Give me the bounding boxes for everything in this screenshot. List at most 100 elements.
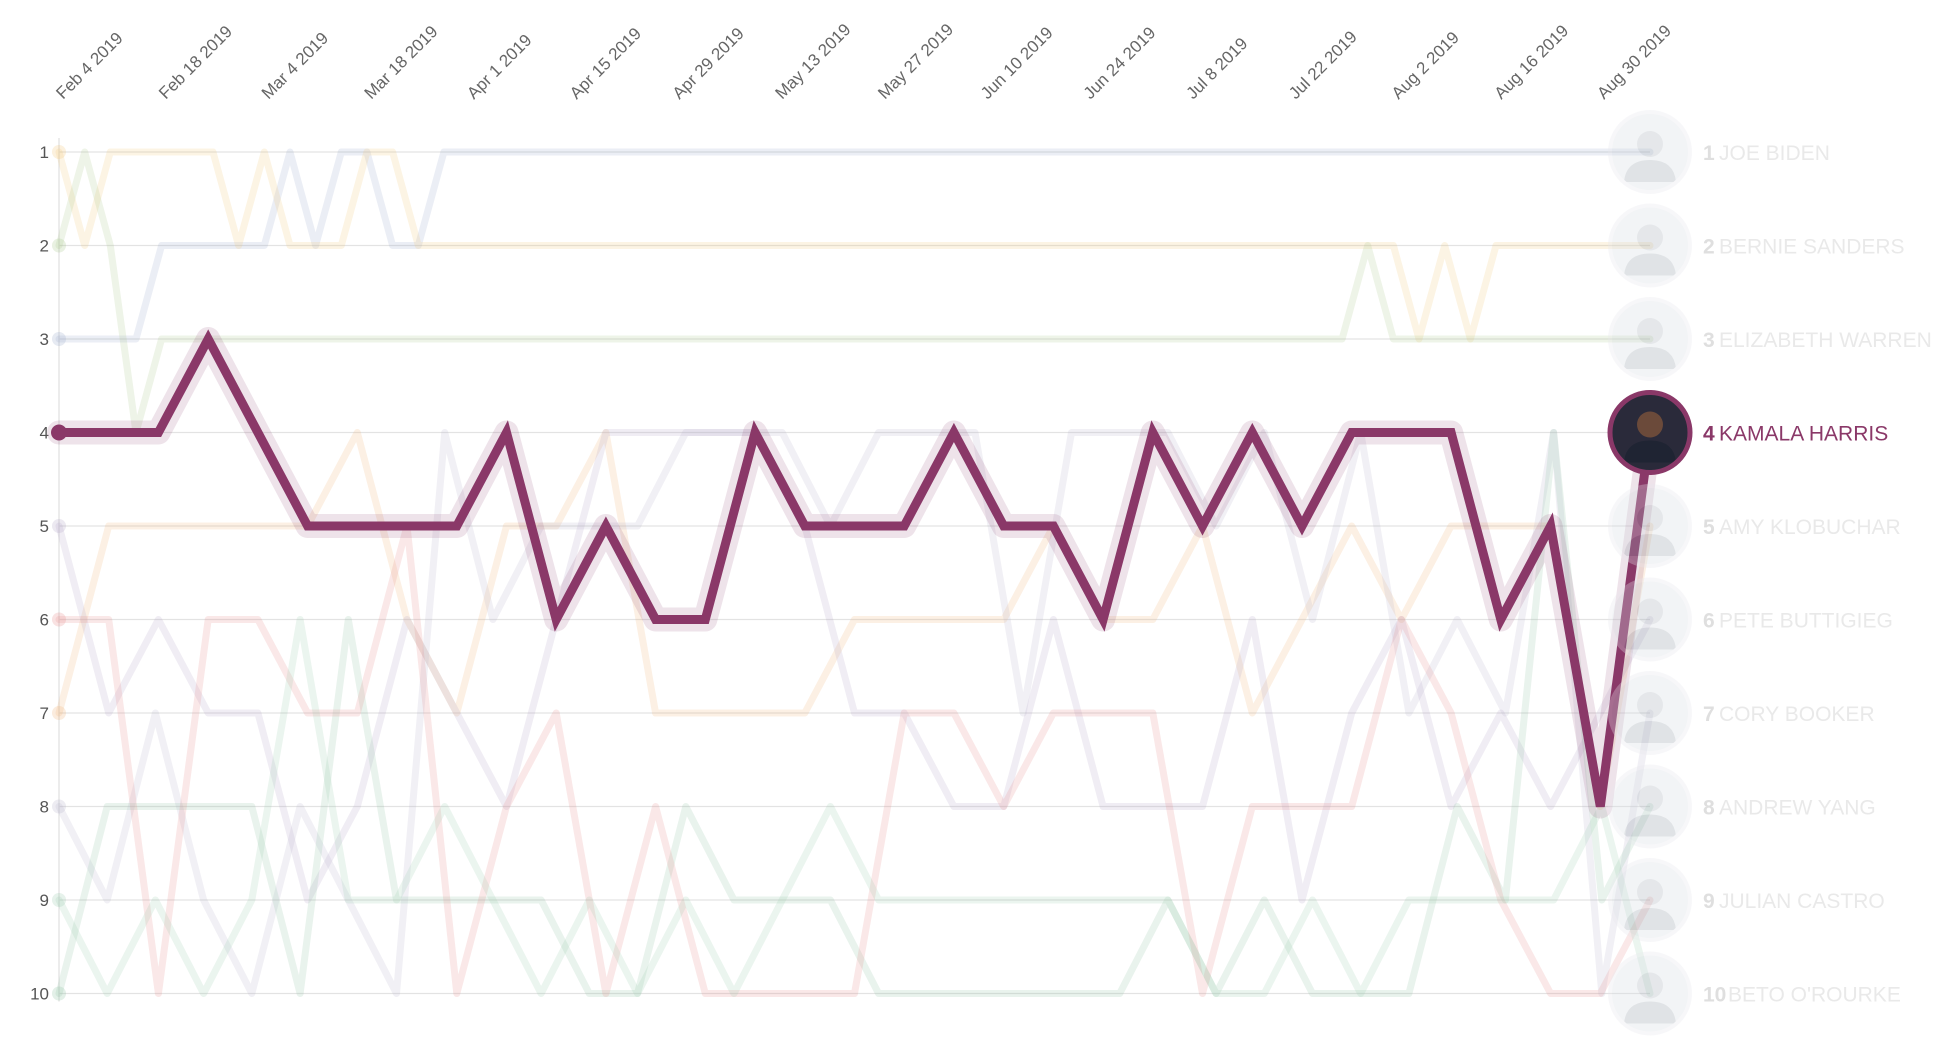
- x-tick-label: Aug 16 2019: [1491, 21, 1573, 103]
- y-tick-label: 8: [40, 798, 49, 817]
- series-line-pete-buttigieg[interactable]: [55, 429, 1654, 904]
- y-tick-label: 9: [40, 891, 49, 910]
- y-tick-label: 7: [40, 704, 49, 723]
- x-tick-label: May 13 2019: [772, 20, 855, 103]
- legend-name-elizabeth-warren[interactable]: ELIZABETH WARREN: [1719, 329, 1932, 352]
- x-tick-label: Mar 18 2019: [361, 22, 442, 103]
- avatar-head: [1637, 785, 1663, 812]
- avatar-body: [1624, 440, 1676, 463]
- legend-name-bernie-sanders[interactable]: BERNIE SANDERS: [1719, 236, 1905, 259]
- avatar-head: [1637, 131, 1663, 157]
- y-tick-label: 10: [30, 985, 49, 1004]
- avatar-frame: [1608, 297, 1692, 381]
- series-line-julian-castro[interactable]: [55, 522, 1654, 997]
- avatar-frame: [1608, 951, 1692, 1036]
- legend-name-cory-booker[interactable]: CORY BOOKER: [1719, 703, 1875, 726]
- avatar-julian-castro[interactable]: [1608, 858, 1692, 942]
- x-tick-label: Mar 4 2019: [258, 29, 332, 103]
- avatar-frame: [1608, 764, 1692, 849]
- series-start-dot-kamala-harris: [51, 424, 67, 441]
- x-tick-label: Aug 30 2019: [1593, 21, 1675, 103]
- avatar-amy-klobuchar[interactable]: [1608, 484, 1692, 568]
- x-tick-label: Jul 22 2019: [1285, 27, 1361, 103]
- series-halo-kamala-harris: [47, 327, 1662, 819]
- legend-rank-pete-buttigieg: 6: [1703, 610, 1715, 633]
- series-line-amy-klobuchar[interactable]: [55, 429, 1654, 810]
- series-start-dot-pete-buttigieg: [52, 519, 66, 533]
- series-start-dot-cory-booker: [52, 799, 66, 814]
- series-start-dot-elizabeth-warren: [52, 238, 66, 253]
- legend-rank-bernie-sanders: 2: [1703, 236, 1715, 259]
- avatar-head: [1637, 411, 1663, 438]
- background-series: [52, 145, 1654, 1001]
- avatar-head: [1637, 224, 1663, 251]
- y-tick-label: 3: [40, 330, 49, 349]
- legend-rank-cory-booker: 7: [1703, 703, 1715, 726]
- avatar-andrew-yang[interactable]: [1608, 764, 1692, 849]
- legend-rank-julian-castro: 9: [1703, 890, 1715, 913]
- series-line-elizabeth-warren[interactable]: [55, 148, 1654, 436]
- avatar-body: [1624, 160, 1676, 182]
- y-axis: 1 2 3 4 5 6 7 8 9 10: [30, 143, 49, 1004]
- legend-rank-amy-klobuchar: 5: [1703, 516, 1715, 539]
- legend-name-beto-o-rourke[interactable]: BETO O'ROURKE: [1728, 984, 1901, 1007]
- legend-rank-elizabeth-warren: 3: [1703, 329, 1715, 352]
- x-tick-label: Feb 18 2019: [155, 22, 236, 103]
- y-tick-label: 1: [40, 143, 49, 162]
- legend-name-amy-klobuchar[interactable]: AMY KLOBUCHAR: [1719, 516, 1901, 539]
- legend-name-kamala-harris[interactable]: KAMALA HARRIS: [1719, 423, 1888, 446]
- legend-name-andrew-yang[interactable]: ANDREW YANG: [1719, 797, 1876, 820]
- y-tick-label: 4: [40, 424, 49, 443]
- series-line-andrew-yang[interactable]: [55, 429, 1654, 997]
- legend-rank-joe-biden: 1: [1703, 142, 1715, 165]
- avatar-body: [1624, 253, 1676, 276]
- avatar-frame: [1608, 858, 1692, 942]
- avatar-beto-o-rourke[interactable]: [1608, 951, 1692, 1036]
- avatar-body: [1624, 814, 1676, 837]
- series-start-dot-andrew-yang: [52, 986, 66, 1001]
- avatar-ring: [1607, 390, 1693, 475]
- x-tick-label: Apr 1 2019: [463, 31, 535, 103]
- series-line-bernie-sanders[interactable]: [55, 148, 1654, 343]
- series-line-kamala-harris[interactable]: [54, 329, 1655, 808]
- avatar-kamala-harris[interactable]: [1607, 390, 1693, 475]
- avatar-body: [1624, 721, 1676, 743]
- avatar-elizabeth-warren[interactable]: [1608, 297, 1692, 381]
- series-start-dot-joe-biden: [52, 332, 66, 346]
- legend-labels: 1 JOE BIDEN 2 BERNIE SANDERS 3 ELIZABETH WARR…: [1607, 110, 1932, 1036]
- legend-rank-kamala-harris: 4: [1703, 423, 1715, 446]
- x-tick-label: Apr 29 2019: [669, 24, 748, 103]
- avatar-body: [1624, 627, 1676, 650]
- avatar-frame: [1608, 577, 1692, 662]
- legend-name-julian-castro[interactable]: JULIAN CASTRO: [1719, 890, 1885, 913]
- x-tick-label: Jul 8 2019: [1182, 34, 1251, 103]
- series-line-cory-booker[interactable]: [55, 429, 1654, 997]
- y-tick-label: 6: [40, 611, 49, 630]
- x-tick-label: May 27 2019: [874, 20, 957, 103]
- legend-rank-beto-o-rourke: 10: [1703, 984, 1726, 1007]
- avatar-head: [1637, 598, 1663, 625]
- avatar-joe-biden[interactable]: [1608, 110, 1692, 194]
- x-tick-label: Feb 4 2019: [52, 29, 126, 103]
- series-line-beto-o-rourke[interactable]: [55, 616, 1654, 997]
- avatar-head: [1637, 692, 1663, 718]
- avatar-body: [1624, 908, 1676, 930]
- series-start-dot-julian-castro: [52, 612, 66, 627]
- avatar-cory-booker[interactable]: [1608, 671, 1692, 755]
- legend-rank-andrew-yang: 8: [1703, 797, 1715, 820]
- avatar-frame: [1608, 110, 1692, 194]
- avatar-head: [1637, 879, 1663, 905]
- avatar-head: [1637, 505, 1663, 531]
- avatar-body: [1624, 534, 1676, 556]
- y-tick-label: 2: [40, 237, 49, 256]
- avatar-body: [1624, 347, 1676, 369]
- avatar-pete-buttigieg[interactable]: [1608, 577, 1692, 662]
- x-tick-label: Jun 10 2019: [977, 23, 1057, 103]
- avatar-bernie-sanders[interactable]: [1608, 203, 1692, 288]
- y-tick-label: 5: [40, 517, 49, 536]
- series-line-joe-biden[interactable]: [55, 148, 1654, 343]
- x-tick-label: Jun 24 2019: [1080, 23, 1160, 103]
- legend-name-joe-biden[interactable]: JOE BIDEN: [1719, 142, 1830, 165]
- legend-name-pete-buttigieg[interactable]: PETE BUTTIGIEG: [1719, 610, 1893, 633]
- series-start-dot-bernie-sanders: [52, 145, 66, 159]
